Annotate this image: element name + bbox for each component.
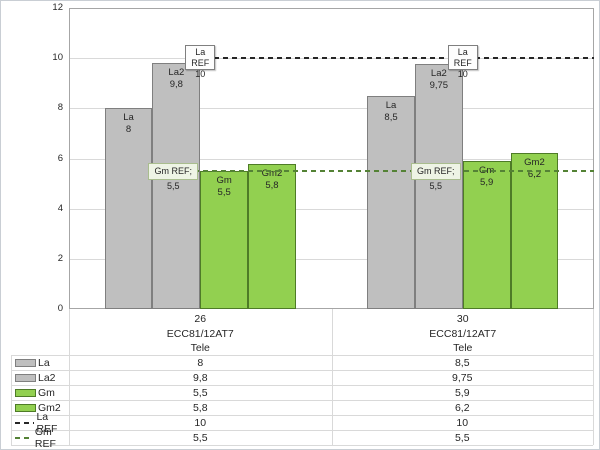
bar-data-label: Gm 5,5 xyxy=(216,175,232,199)
plot-area xyxy=(69,8,594,309)
table-grid-line xyxy=(11,399,593,401)
la-ref-label-box: La REF 10 xyxy=(185,45,216,79)
table-grid-line xyxy=(331,309,333,446)
bar-data-label: La 8,5 xyxy=(384,99,398,123)
y-axis-tick-label: 10 xyxy=(52,52,63,64)
category-label-group2: 30 ECC81/12AT7 Tele xyxy=(429,313,497,354)
y-axis-tick-label: 8 xyxy=(57,102,63,114)
legend-label: La xyxy=(38,356,50,369)
gray-bar-swatch-icon xyxy=(15,358,36,367)
table-grid-line xyxy=(11,430,593,431)
bar-data-label: Gm 5,9 xyxy=(479,165,494,188)
table-grid-line xyxy=(11,369,593,371)
green-bar-swatch-icon xyxy=(15,403,36,412)
bar-data-label: La2 9,75 xyxy=(429,68,449,92)
y-axis-tick-label: 0 xyxy=(57,303,63,314)
legend-label: Gm xyxy=(38,386,55,399)
table-value-cell: 10 xyxy=(456,416,469,429)
table-value-cell: 5,5 xyxy=(192,386,208,399)
bar-data-label: La 8 xyxy=(123,112,134,136)
table-value-cell: 5,5 xyxy=(192,432,208,444)
legend-key-gm2: Gm2 xyxy=(12,401,68,415)
legend-key-gm: Gm xyxy=(12,386,68,400)
table-grid-line xyxy=(11,354,12,446)
y-axis-tick-label: 2 xyxy=(57,252,63,264)
legend-label: Gm2 xyxy=(38,401,61,414)
table-value-cell: 5,5 xyxy=(454,432,470,444)
black-dashed-line-swatch-icon xyxy=(15,421,35,424)
bar-la-group2 xyxy=(367,95,415,309)
bar-la-group1 xyxy=(104,108,153,309)
y-axis-tick-label: 4 xyxy=(57,202,63,214)
gm-ref-label-box: Gm REF; 5,5 xyxy=(148,162,199,191)
table-value-cell: 9,75 xyxy=(452,371,473,384)
legend-label: Gm REF xyxy=(34,426,56,450)
gridline xyxy=(70,108,593,110)
bar-la2-group2 xyxy=(414,64,463,309)
gray-bar-swatch-icon xyxy=(15,373,36,382)
gridline xyxy=(70,258,593,260)
legend-label: La2 xyxy=(38,371,56,384)
la-ref-line xyxy=(187,57,594,60)
category-label-group1: 26 ECC81/12AT7 Tele xyxy=(166,313,234,354)
gm-ref-line xyxy=(149,170,594,173)
table-value-cell: 8 xyxy=(197,356,204,369)
legend-key-la: La xyxy=(12,356,68,370)
bar-gm2-group1 xyxy=(248,163,296,309)
green-bar-swatch-icon xyxy=(15,388,36,397)
bar-gm-group2 xyxy=(462,161,511,309)
gm-ref-label-box: Gm REF; 5,5 xyxy=(410,162,461,191)
green-dashed-line-swatch-icon xyxy=(15,437,33,440)
bar-la2-group1 xyxy=(152,63,201,309)
bar-data-label: La2 9,8 xyxy=(168,67,185,91)
table-value-cell: 6,2 xyxy=(454,401,470,414)
table-value-cell: 8,5 xyxy=(454,356,470,369)
table-grid-line xyxy=(11,384,593,386)
gridline xyxy=(70,208,593,210)
table-grid-line xyxy=(593,309,594,446)
la-ref-label-box: La REF 10 xyxy=(447,45,478,79)
table-value-cell: 10 xyxy=(194,416,207,429)
bar-gm2-group2 xyxy=(510,153,559,309)
table-value-cell: 9,8 xyxy=(192,371,208,384)
table-grid-line xyxy=(11,354,593,356)
legend-key-gm-ref: Gm REF xyxy=(12,426,68,449)
table-grid-line xyxy=(11,414,593,416)
bar-data-label: Gm2 5,8 xyxy=(261,167,283,191)
legend-key-la2: La2 xyxy=(12,371,68,385)
bar-data-label: Gm2 6,2 xyxy=(524,157,545,181)
legend-label: La REF xyxy=(36,410,58,435)
table-grid-line xyxy=(69,309,70,446)
table-value-cell: 5,9 xyxy=(454,386,470,399)
gridline xyxy=(70,158,593,160)
bar-gm-group1 xyxy=(200,171,249,309)
table-grid-line xyxy=(11,445,593,447)
y-axis-tick-label: 12 xyxy=(52,2,63,13)
legend-key-la-ref: La REF xyxy=(12,411,68,435)
y-axis-tick-label: 6 xyxy=(57,152,63,164)
table-value-cell: 5,8 xyxy=(192,401,208,414)
